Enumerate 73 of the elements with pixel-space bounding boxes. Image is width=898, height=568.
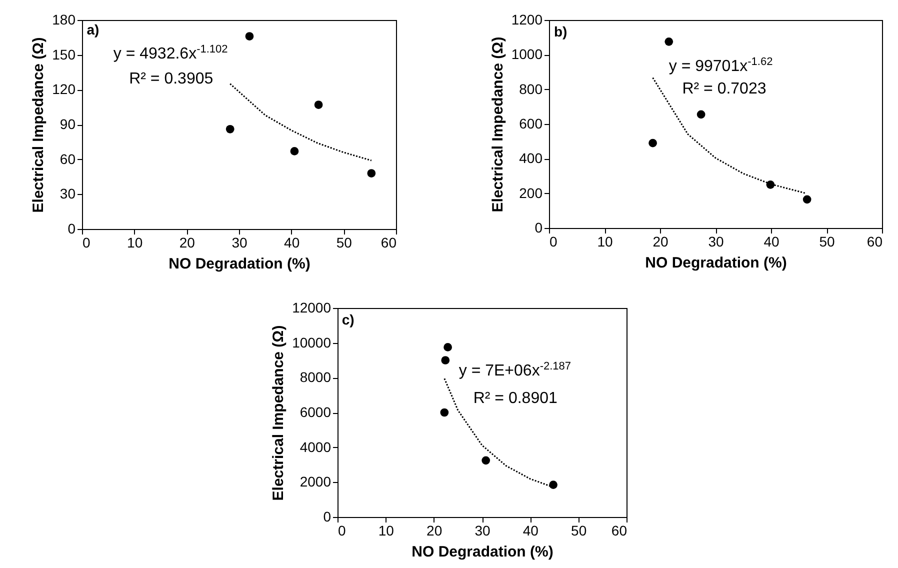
x-tick-label: 30 <box>474 522 490 538</box>
y-tick-label: 30 <box>60 186 76 202</box>
x-tick-label: 60 <box>866 234 883 250</box>
y-tick-label: 6000 <box>300 404 332 420</box>
y-tick-label: 600 <box>519 116 543 132</box>
x-tick-label: 50 <box>336 234 352 250</box>
x-tick-label: 10 <box>597 234 613 250</box>
point <box>444 343 452 352</box>
y-tick-label: 0 <box>323 508 332 524</box>
y-tick-label: 4000 <box>300 438 332 455</box>
annotation: c) <box>342 312 354 328</box>
line-series <box>652 76 807 194</box>
annotation: a) <box>86 21 100 38</box>
x-tick-label: 40 <box>522 522 539 538</box>
x-tick-label: 0 <box>550 234 558 250</box>
x-axis-title: NO Degradation (%) <box>168 256 310 272</box>
point <box>226 124 234 134</box>
point <box>482 456 490 465</box>
point <box>549 480 558 489</box>
x-tick-label: 40 <box>764 234 780 250</box>
x-tick-label: 20 <box>652 234 668 250</box>
y-axis-title: Electrical Impedance (Ω) <box>489 36 506 212</box>
annotation: R² = 0.7023 <box>682 80 766 98</box>
point <box>441 356 450 364</box>
point <box>648 138 657 148</box>
point <box>440 408 449 417</box>
point <box>245 32 254 40</box>
y-tick-label: 10000 <box>292 334 332 350</box>
x-tick-label: 60 <box>380 234 397 250</box>
y-tick-label: 12000 <box>292 300 332 316</box>
x-tick-label: 30 <box>708 234 724 250</box>
point <box>664 37 674 46</box>
y-tick-label: 8000 <box>300 369 332 386</box>
y-tick-label: 2000 <box>300 474 332 490</box>
x-tick-label: 0 <box>82 234 90 250</box>
line-series <box>229 83 372 162</box>
annotation: y = 4932.6x$^{-1.102}$ <box>113 43 228 62</box>
point <box>367 169 376 178</box>
x-tick-label: 50 <box>819 234 835 250</box>
point <box>314 100 323 109</box>
x-tick-label: 20 <box>179 234 196 250</box>
point <box>290 147 299 156</box>
x-tick-label: 40 <box>284 234 300 250</box>
annotation: y = 99701x$^{-1.62}$ <box>668 56 773 75</box>
annotation: b) <box>554 23 568 40</box>
y-axis-title: Electrical Impedance (Ω) <box>30 37 48 213</box>
point <box>696 110 706 119</box>
y-tick-label: 180 <box>52 12 76 28</box>
y-tick-label: 1000 <box>511 46 543 62</box>
x-tick-label: 20 <box>426 522 442 538</box>
y-tick-label: 150 <box>52 46 76 62</box>
annotation: y = 7E+06x$^{-2.187}$ <box>458 360 572 380</box>
y-tick-label: 0 <box>534 220 543 236</box>
x-tick-label: 0 <box>338 522 346 538</box>
y-tick-label: 0 <box>68 220 76 236</box>
y-tick-label: 60 <box>60 150 76 167</box>
x-tick-label: 10 <box>127 234 143 250</box>
x-tick-label: 10 <box>378 522 394 538</box>
y-tick-label: 400 <box>519 150 543 166</box>
x-axis-title: NO Degradation (%) <box>412 544 554 560</box>
x-tick-label: 60 <box>611 522 628 538</box>
x-tick-label: 30 <box>232 234 248 250</box>
y-tick-label: 90 <box>60 116 76 132</box>
annotation: R² = 0.8901 <box>473 390 558 407</box>
y-tick-label: 1200 <box>511 12 543 28</box>
y-tick-label: 120 <box>52 81 76 98</box>
x-tick-label: 50 <box>571 522 587 538</box>
y-axis-title: Electrical Impedance (Ω) <box>270 325 288 501</box>
point <box>802 195 812 204</box>
x-axis-title: NO Degradation (%) <box>645 254 787 272</box>
annotation: R² = 0.3905 <box>129 70 214 88</box>
y-tick-label: 800 <box>519 80 543 97</box>
y-tick-label: 200 <box>519 184 543 201</box>
